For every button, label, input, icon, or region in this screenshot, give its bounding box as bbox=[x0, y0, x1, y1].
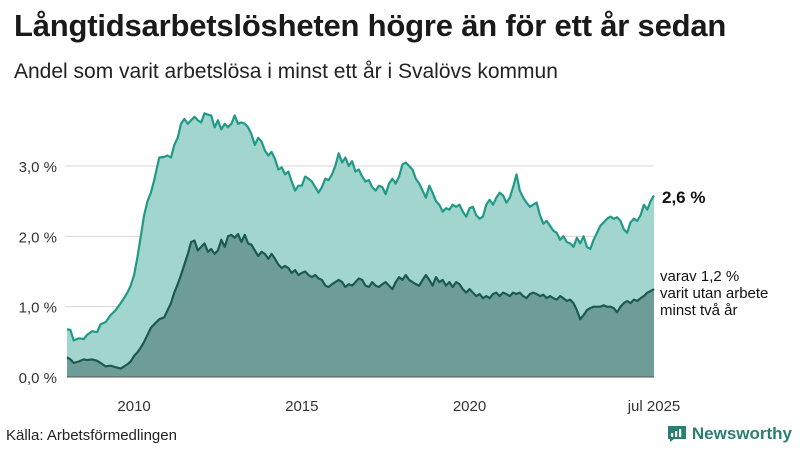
y-tick-label: 2,0 % bbox=[19, 229, 57, 246]
y-tick-label: 1,0 % bbox=[19, 300, 57, 317]
chart-subtitle: Andel som varit arbetslösa i minst ett å… bbox=[14, 60, 558, 83]
x-tick-label: 2015 bbox=[285, 398, 318, 415]
brand-logo[interactable]: Newsworthy bbox=[667, 424, 792, 444]
over-two-years-series-line bbox=[66, 233, 655, 370]
x-tick-label: 2020 bbox=[453, 398, 486, 415]
x-tick-label: 2010 bbox=[117, 398, 150, 415]
total-end-label: 2,6 % bbox=[662, 188, 705, 207]
x-tick-label: jul 2025 bbox=[627, 398, 681, 415]
y-tick-label: 3,0 % bbox=[19, 159, 57, 176]
total-series-line bbox=[66, 112, 655, 342]
brand-name: Newsworthy bbox=[691, 424, 792, 443]
y-tick-label: 0,0 % bbox=[19, 370, 57, 387]
source-note: Källa: Arbetsförmedlingen bbox=[6, 427, 177, 444]
over-two-years-end-label: minst två år bbox=[660, 302, 738, 319]
over-two-years-end-label: varav 1,2 % bbox=[660, 268, 739, 285]
chart-title: Långtidsarbetslösheten högre än för ett … bbox=[14, 8, 727, 43]
over-two-years-series-area bbox=[67, 234, 654, 377]
over-two-years-end-label: varit utan arbete bbox=[660, 285, 768, 302]
newsworthy-logo-icon bbox=[667, 426, 686, 442]
